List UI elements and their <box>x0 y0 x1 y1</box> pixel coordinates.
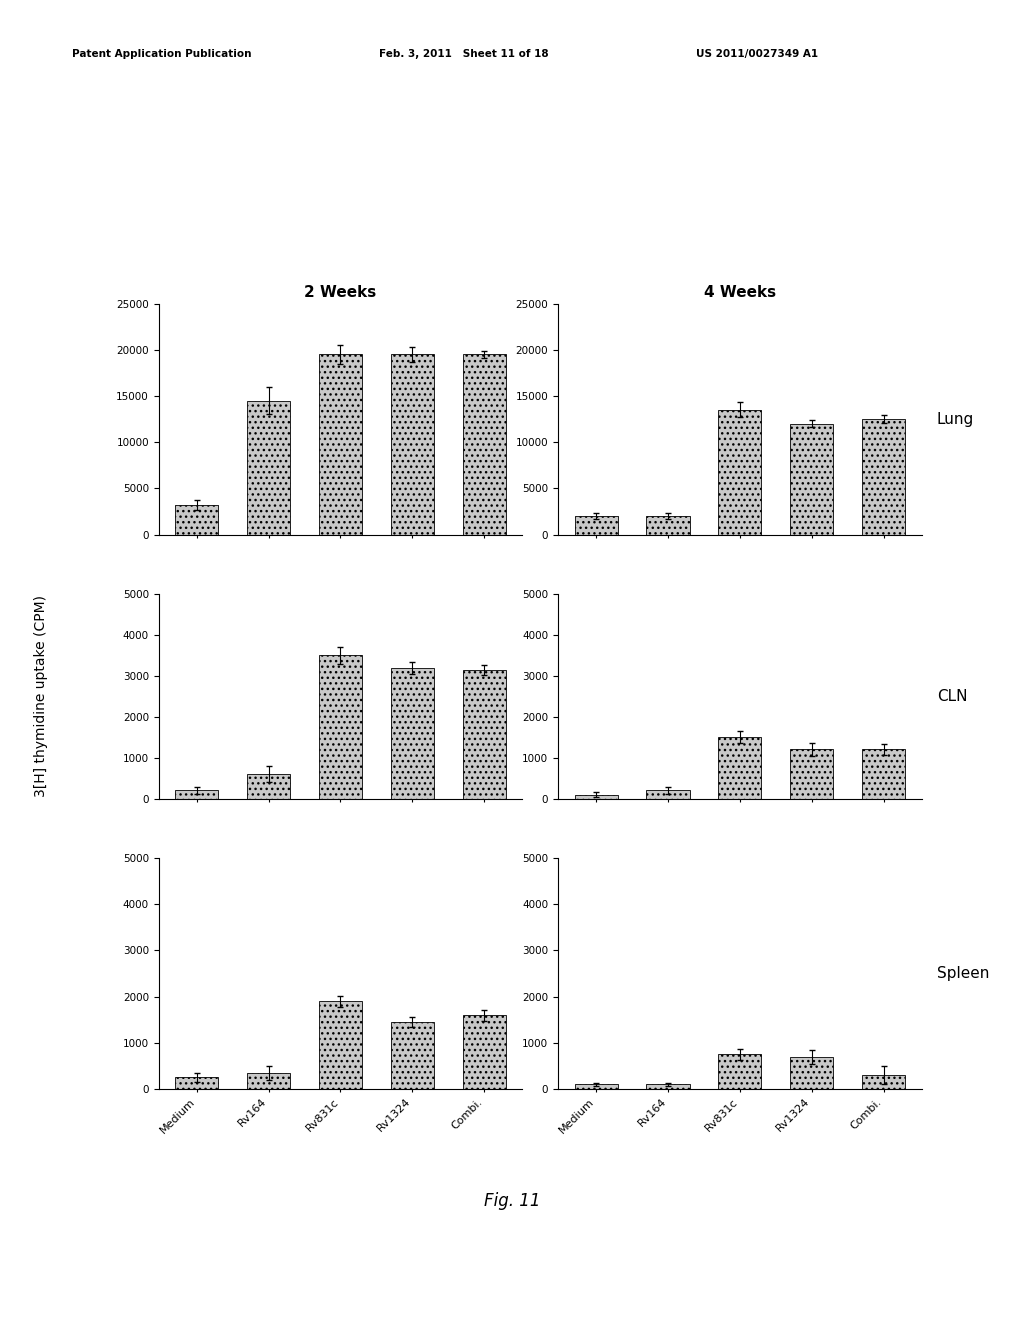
Bar <box>391 668 434 799</box>
Bar <box>247 401 290 535</box>
Bar <box>646 1085 689 1089</box>
Bar <box>791 1056 834 1089</box>
Bar <box>318 656 362 799</box>
Bar <box>463 1015 506 1089</box>
Bar <box>862 1074 905 1089</box>
Bar <box>391 355 434 535</box>
Bar <box>463 355 506 535</box>
Bar <box>718 409 762 535</box>
Bar <box>574 1085 617 1089</box>
Text: CLN: CLN <box>937 689 968 704</box>
Text: Lung: Lung <box>937 412 974 426</box>
Title: 2 Weeks: 2 Weeks <box>304 285 377 300</box>
Text: 3[H] thymidine uptake (CPM): 3[H] thymidine uptake (CPM) <box>34 595 48 797</box>
Bar <box>646 791 689 799</box>
Bar <box>463 669 506 799</box>
Bar <box>247 774 290 799</box>
Bar <box>791 424 834 535</box>
Bar <box>718 737 762 799</box>
Bar <box>646 516 689 535</box>
Text: Patent Application Publication: Patent Application Publication <box>72 49 251 59</box>
Bar <box>391 1022 434 1089</box>
Bar <box>574 516 617 535</box>
Bar <box>318 355 362 535</box>
Bar <box>175 1077 218 1089</box>
Bar <box>574 795 617 799</box>
Bar <box>175 791 218 799</box>
Text: US 2011/0027349 A1: US 2011/0027349 A1 <box>696 49 818 59</box>
Bar <box>791 750 834 799</box>
Text: Fig. 11: Fig. 11 <box>483 1192 541 1210</box>
Bar <box>718 1055 762 1089</box>
Text: Spleen: Spleen <box>937 966 989 981</box>
Bar <box>862 750 905 799</box>
Bar <box>318 1001 362 1089</box>
Bar <box>175 506 218 535</box>
Bar <box>862 420 905 535</box>
Text: Feb. 3, 2011   Sheet 11 of 18: Feb. 3, 2011 Sheet 11 of 18 <box>379 49 549 59</box>
Title: 4 Weeks: 4 Weeks <box>703 285 776 300</box>
Bar <box>247 1073 290 1089</box>
